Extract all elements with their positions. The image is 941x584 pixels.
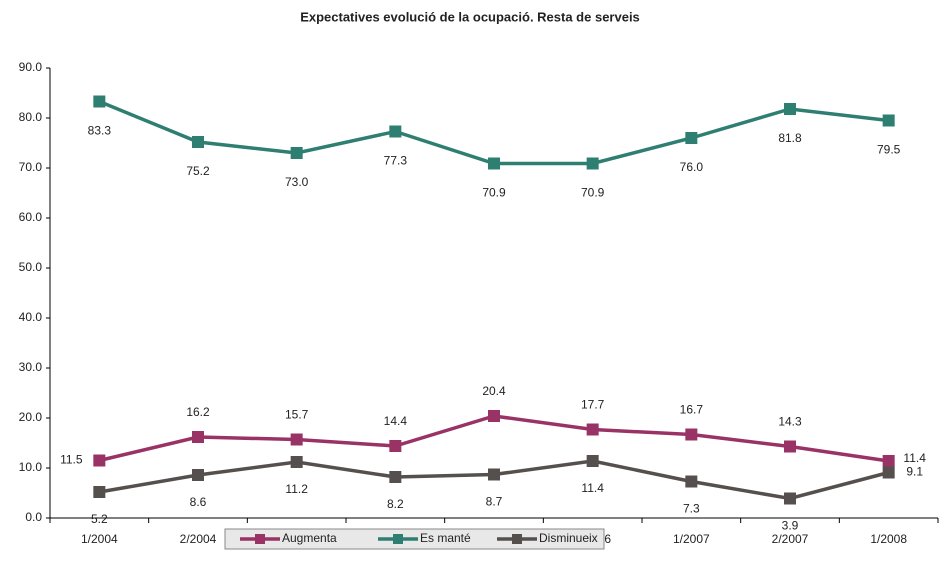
- data-label: 8.6: [190, 495, 207, 509]
- marker: [488, 468, 500, 481]
- y-tick-label: 70.0: [19, 160, 43, 174]
- x-tick-label: 1/2008: [870, 532, 907, 546]
- y-tick-label: 10.0: [19, 460, 43, 474]
- data-label: 11.2: [285, 482, 308, 496]
- marker: [488, 410, 500, 422]
- data-label: 14.3: [778, 415, 802, 429]
- marker: [882, 114, 895, 127]
- y-tick-label: 80.0: [19, 110, 43, 124]
- series-line: [98, 414, 889, 463]
- data-label: 20.4: [482, 384, 506, 398]
- marker: [685, 428, 698, 441]
- data-label: 5.2: [91, 512, 108, 526]
- marker: [784, 440, 796, 453]
- marker: [685, 475, 698, 488]
- legend-marker: [255, 534, 265, 544]
- data-label: 9.1: [906, 465, 923, 479]
- marker: [290, 147, 303, 159]
- marker: [882, 455, 895, 467]
- y-tick-label: 60.0: [19, 210, 43, 224]
- marker: [784, 492, 796, 505]
- x-tick-label: 2/2007: [772, 532, 809, 546]
- series-line: [98, 99, 889, 166]
- y-tick-label: 30.0: [19, 360, 43, 374]
- marker: [586, 157, 599, 170]
- marker: [784, 103, 796, 115]
- data-label: 77.3: [384, 154, 408, 168]
- data-label: 17.7: [581, 398, 605, 412]
- data-label: 7.3: [683, 502, 700, 516]
- data-label: 8.2: [387, 497, 404, 511]
- marker: [389, 125, 402, 138]
- marker: [192, 136, 204, 148]
- marker: [290, 433, 303, 446]
- data-label: 16.2: [186, 405, 210, 419]
- legend: Augmenta Es manté Disminueix: [224, 528, 605, 550]
- data-label: 8.7: [486, 495, 503, 509]
- legend-label: Es manté: [420, 531, 471, 545]
- marker: [93, 454, 106, 467]
- y-tick-label: 50.0: [19, 260, 43, 274]
- y-tick-label: 20.0: [19, 410, 43, 424]
- x-tick-label: 2/2004: [180, 532, 217, 546]
- x-tick-label: 1/2007: [673, 532, 710, 546]
- marker: [93, 95, 106, 108]
- data-label: 83.3: [88, 124, 112, 138]
- marker: [389, 471, 402, 483]
- marker: [586, 423, 599, 436]
- legend-marker: [512, 534, 522, 544]
- data-label: 70.9: [581, 186, 605, 200]
- data-label: 73.0: [285, 175, 309, 189]
- x-tick-label: 1/2004: [81, 532, 118, 546]
- marker: [192, 431, 204, 443]
- data-label: 11.4: [903, 451, 926, 465]
- marker: [93, 486, 106, 498]
- data-label: 70.9: [482, 186, 506, 200]
- y-tick-label: 0.0: [25, 510, 42, 524]
- legend-label: Disminueix: [539, 531, 598, 545]
- marker: [290, 456, 303, 468]
- chart-title: Expectatives evolució de la ocupació. Re…: [300, 9, 640, 24]
- data-label: 11.4: [581, 481, 604, 495]
- data-label: 16.7: [680, 403, 704, 417]
- legend-marker: [393, 534, 403, 544]
- marker: [192, 469, 204, 481]
- data-label: 14.4: [384, 414, 408, 428]
- data-label: 15.7: [285, 408, 309, 422]
- data-label: 81.8: [778, 131, 802, 145]
- legend-label: Augmenta: [282, 531, 337, 545]
- marker: [389, 440, 402, 452]
- data-label: 75.2: [186, 164, 210, 178]
- data-label: 76.0: [680, 160, 704, 174]
- y-tick-label: 40.0: [19, 310, 43, 324]
- data-label: 79.5: [877, 143, 901, 157]
- marker: [685, 132, 698, 144]
- marker: [586, 455, 599, 467]
- marker: [882, 466, 895, 479]
- y-tick-label: 90.0: [19, 60, 43, 74]
- marker: [488, 157, 500, 170]
- data-label: 3.9: [782, 519, 799, 533]
- data-label: 11.5: [60, 453, 83, 467]
